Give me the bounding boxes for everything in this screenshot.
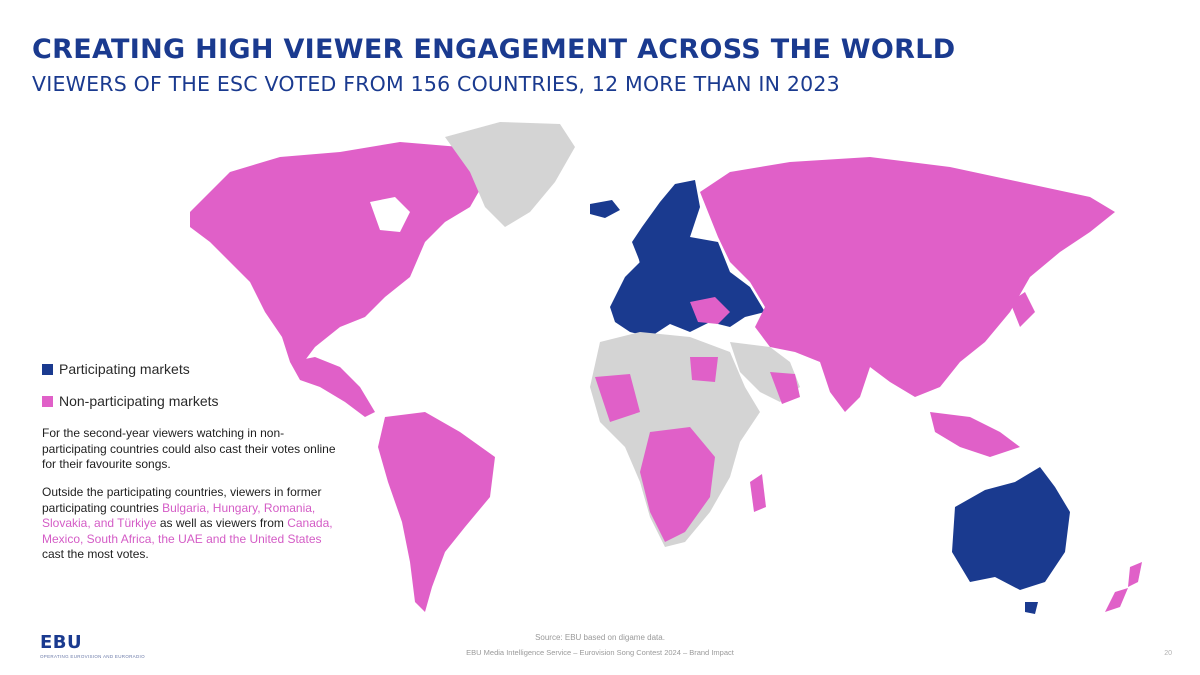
ebu-logo: EBU OPERATING EUROVISION AND EURORADIO (40, 632, 145, 659)
region-south-america (378, 412, 495, 612)
world-map (170, 112, 1160, 622)
region-iceland (590, 200, 620, 218)
top-countries-highlight: Canada, Mexico, South Africa, the UAE an… (42, 516, 333, 546)
text-segment: Outside the participating countries, vie… (42, 485, 322, 515)
source-line-1: Source: EBU based on digame data. (535, 633, 665, 642)
legend-label: Participating markets (59, 361, 190, 377)
non-participating-swatch-icon (42, 395, 53, 407)
region-russia-asia (700, 157, 1115, 457)
logo-tagline: OPERATING EUROVISION AND EURORADIO (40, 654, 145, 659)
logo-mark: EBU (40, 632, 83, 653)
region-europe (610, 180, 765, 337)
region-middle-east (730, 342, 800, 404)
page-subtitle: VIEWERS OF THE ESC VOTED FROM 156 COUNTR… (32, 72, 840, 96)
intro-paragraph: For the second-year viewers watching in … (42, 426, 336, 471)
participating-swatch-icon (42, 363, 53, 375)
region-africa (590, 332, 766, 547)
top-voters-paragraph: Outside the participating countries, vie… (42, 485, 342, 563)
region-greenland (445, 122, 575, 227)
map-legend: Participating markets Non-participating … (42, 356, 219, 420)
region-north-america (190, 142, 490, 417)
region-balkans-nonparticipating (690, 297, 730, 324)
page-title: CREATING HIGH VIEWER ENGAGEMENT ACROSS T… (32, 34, 956, 65)
former-participants-highlight: Bulgaria, Hungary, Romania, Slovakia, an… (42, 500, 316, 531)
legend-item-non-participating: Non-participating markets (42, 388, 219, 414)
region-australia (952, 467, 1070, 614)
legend-item-participating: Participating markets (42, 356, 219, 382)
source-line-2: EBU Media Intelligence Service – Eurovis… (466, 648, 734, 657)
page-number: 20 (1164, 650, 1172, 657)
text-segment: cast the most votes. (42, 547, 149, 561)
text-segment: as well as viewers from (156, 516, 288, 530)
region-new-zealand (1105, 562, 1142, 612)
legend-label: Non-participating markets (59, 393, 219, 409)
